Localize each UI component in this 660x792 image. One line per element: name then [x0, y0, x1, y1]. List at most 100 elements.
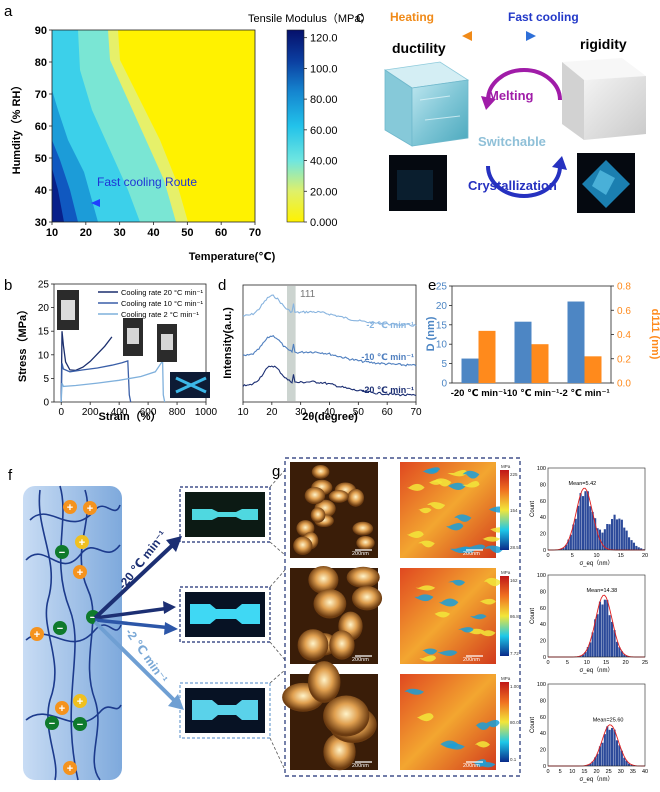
hist-bar [584, 491, 587, 550]
fast-arrow [93, 538, 180, 620]
e-ytick-label: 15 [436, 320, 448, 331]
afm-row-1: 200nm 200nm MPa 225 154 28.5 [290, 462, 519, 558]
hist-ytick-label: 40 [540, 515, 546, 521]
hist-bar [603, 529, 606, 550]
e-bar-D [461, 358, 479, 383]
panel-g: g 200nm 200nm MPa 225 154 28.5 200nm 200nm MPa 16… [272, 457, 648, 783]
hist-ytick-label: 20 [540, 748, 546, 754]
hist-ytick-label: 80 [540, 482, 546, 488]
a-ytick-label: 30 [35, 217, 47, 229]
hist-ytick-label: 60 [540, 606, 546, 612]
afm-grain [293, 536, 313, 555]
hist-bar [591, 761, 594, 766]
hist-bar [565, 544, 568, 550]
hist-xtick-label: 35 [630, 769, 636, 775]
panel-a-axes: 10 20 30 40 50 60 70 30 40 50 60 70 80 90 [35, 25, 261, 239]
modulus-unit: MPa [501, 570, 511, 575]
b-xtick-label: 400 [111, 407, 128, 418]
hist-bar [611, 621, 614, 657]
a-xtick-label: 10 [46, 227, 58, 239]
modulus-domain [454, 514, 472, 522]
hist-xtick-label: 15 [618, 553, 624, 559]
e-ytick-label: 0 [441, 379, 447, 390]
modulus-domain [427, 501, 446, 510]
hist-bar [613, 729, 616, 766]
hist-bar [591, 511, 594, 550]
svg-text:+: + [77, 696, 83, 708]
modulus-colorbar [500, 682, 509, 762]
modulus-unit: MPa [501, 676, 511, 681]
e-category-label: -10 ℃ min⁻¹ [504, 388, 560, 399]
hist-bar [628, 763, 631, 766]
modulus-domain [448, 579, 466, 586]
ductility-label: ductility [392, 40, 446, 56]
b-xtick-label: 600 [140, 407, 157, 418]
e-y2tick-label: 0.0 [617, 379, 631, 390]
afm-grain [346, 566, 380, 588]
hist-bar [598, 746, 602, 766]
modulus-domain [445, 743, 465, 750]
minus-charge [55, 545, 69, 559]
d-series-label: -20 ℃ min⁻¹ [361, 385, 414, 395]
hist-xtick-label: 10 [593, 553, 599, 559]
afm-grain [356, 535, 375, 550]
switchable-label: Switchable [478, 134, 546, 149]
route-arrow-head [91, 199, 100, 207]
hist-bar [630, 764, 633, 766]
hist-xtick-label: 25 [642, 660, 648, 666]
hist-ytick-label: 100 [537, 466, 546, 472]
modulus-colorbar [500, 576, 509, 656]
hist-xtick-label: 40 [642, 769, 648, 775]
svg-text:−: − [57, 623, 63, 635]
e-y2tick-label: 0.2 [617, 354, 631, 365]
hist-bar [603, 734, 606, 766]
fast-cooling-label: Fast cooling [508, 10, 579, 24]
a-xtick-label: 30 [114, 227, 126, 239]
modulus-domain [462, 470, 480, 479]
slow-arrow [93, 620, 182, 708]
modulus-domain [446, 523, 464, 531]
scale-label: 200nm [463, 763, 480, 769]
hist-ytick-label: 60 [540, 715, 546, 721]
heating-label: Heating [390, 10, 434, 24]
crystallization-arrow-head [552, 156, 567, 170]
b-series-line-3 [60, 358, 166, 403]
modulus-mid: 154 [510, 508, 518, 513]
panel-g-letter: g [272, 463, 280, 480]
hist-bar [628, 537, 631, 550]
modulus-max: 162 [510, 578, 518, 583]
crystallization-label: Crystallization [468, 178, 557, 193]
panel-b: b 0 200 400 600 800 1000 0 5 10 15 20 25 Cooling ra… [4, 277, 218, 423]
hist-xlabel: σ_eq（nm） [579, 560, 613, 567]
hist-xtick-label: 15 [581, 769, 587, 775]
hist-xtick-label: 5 [566, 660, 569, 666]
modulus-mid: 86.8 [510, 614, 519, 619]
modulus-domain [437, 650, 458, 656]
hist-bar [606, 726, 609, 766]
peak-label: 111 [300, 289, 316, 300]
panel-b-frame [53, 283, 207, 403]
modulus-domain [479, 630, 496, 637]
modulus-domain [474, 741, 490, 748]
hist-bar [562, 547, 565, 550]
hist-bar [574, 518, 577, 550]
d-series-label: -10 ℃ min⁻¹ [361, 352, 414, 362]
hist-bar [613, 514, 616, 550]
panel-e: e -20 ℃ min⁻¹-10 ℃ min⁻¹ -2 ℃ min⁻¹ 0 5 10 15… [425, 277, 660, 399]
hist-xtick-label: 5 [571, 553, 574, 559]
hist-ylabel: Count [530, 608, 536, 624]
hist-xtick-label: 10 [569, 769, 575, 775]
svg-text:+: + [67, 502, 73, 514]
hist-bar [596, 528, 599, 550]
hist-bar [601, 532, 604, 550]
afm-grain [308, 565, 339, 594]
hist-bar [625, 655, 628, 657]
minus-charge [73, 717, 87, 731]
e-ytick-label: 5 [441, 359, 447, 370]
hist-bar [640, 548, 643, 550]
minus-charge [45, 716, 59, 730]
a-ytick-label: 80 [35, 57, 47, 69]
afm-rows: 200nm 200nm MPa 225 154 28.5 200nm 200nm MPa 162 8… [282, 462, 519, 771]
hist-bar [623, 654, 626, 657]
a-xtick-label: 70 [249, 227, 261, 239]
